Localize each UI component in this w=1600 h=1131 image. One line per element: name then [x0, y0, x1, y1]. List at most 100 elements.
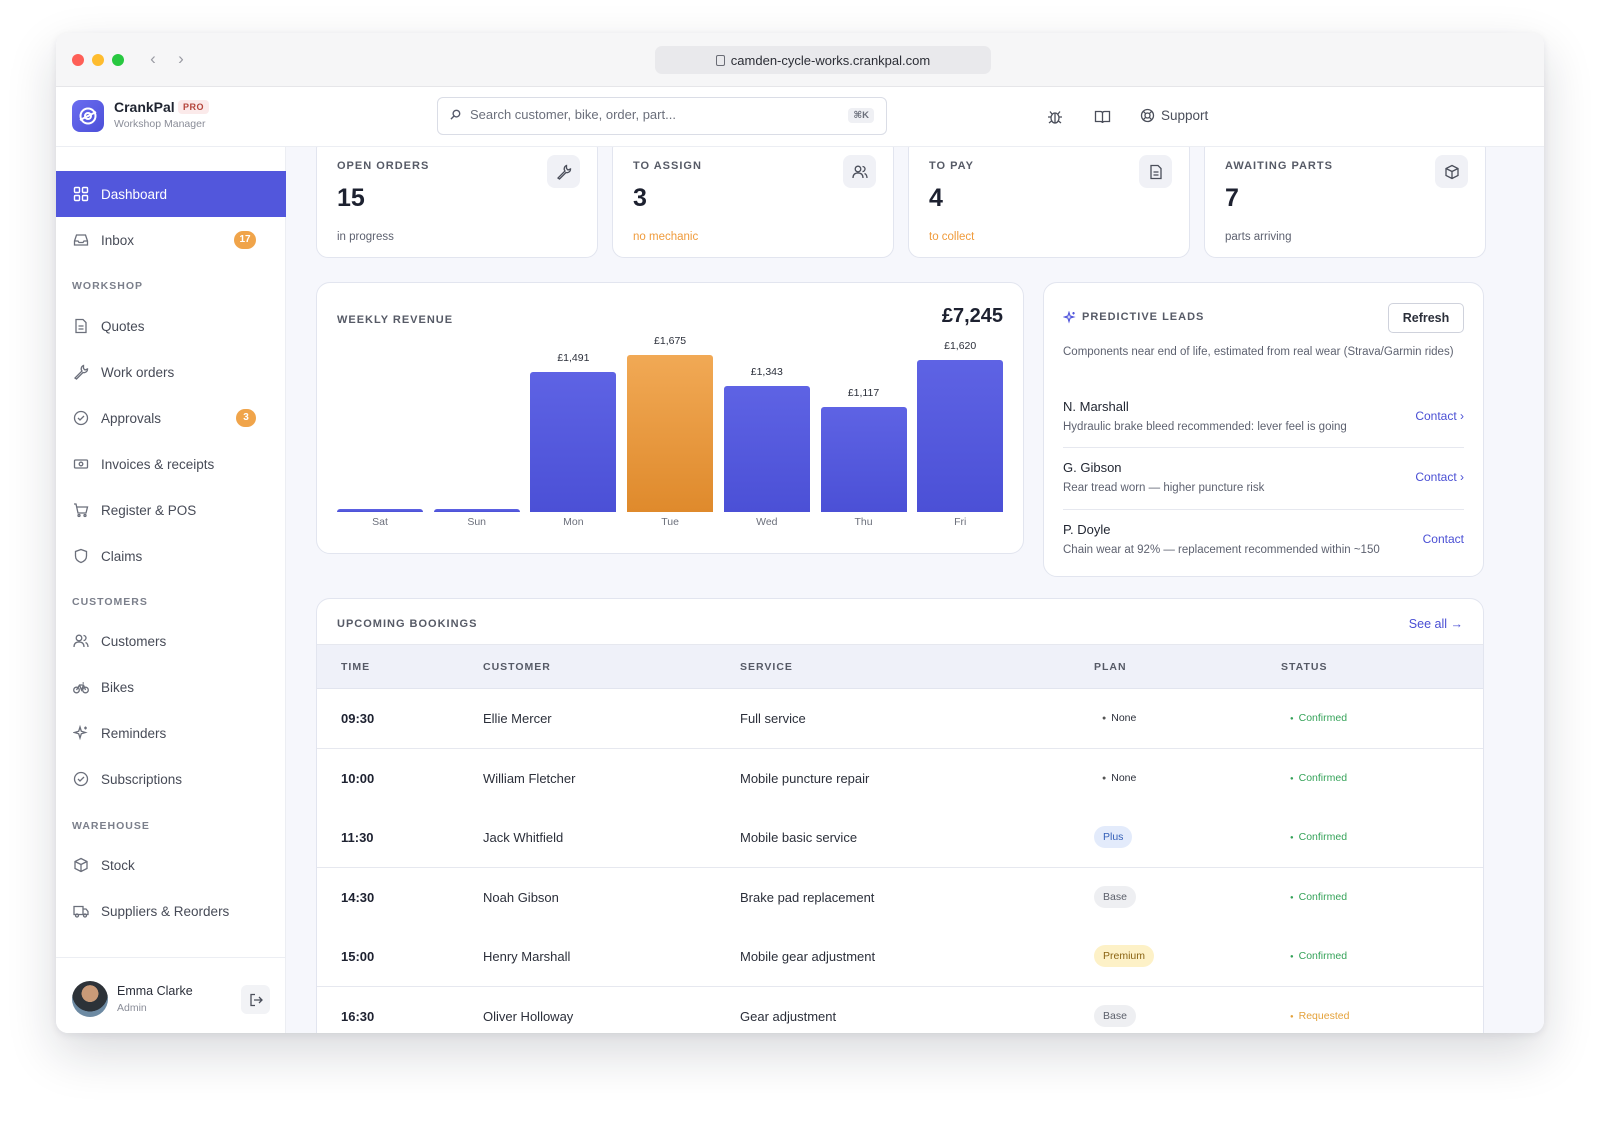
table-row[interactable]: 10:00 William Fletcher Mobile puncture rep…: [317, 748, 1483, 809]
status-badge: Requested: [1290, 1010, 1350, 1022]
banknote-icon: [73, 456, 89, 472]
lead-detail: Rear tread worn — higher puncture risk: [1063, 482, 1265, 494]
table-row[interactable]: 16:30 Oliver Holloway Gear adjustment Base R…: [317, 986, 1483, 1033]
sidebar-item-inbox[interactable]: Inbox 17: [56, 217, 286, 263]
contact-link[interactable]: Contact ›: [1415, 470, 1464, 484]
column-header-service[interactable]: SERVICE: [740, 661, 793, 673]
column-header-time[interactable]: TIME: [341, 661, 371, 673]
sidebar-item-label: Reminders: [101, 725, 167, 741]
sidebar-item-bikes[interactable]: Bikes: [56, 664, 286, 710]
booking-service: Mobile puncture repair: [740, 770, 870, 786]
back-arrow-icon[interactable]: ‹: [150, 49, 156, 68]
support-button[interactable]: Support: [1140, 108, 1208, 123]
upcoming-bookings-card: UPCOMING BOOKINGS See all → TIME CUSTOME…: [316, 598, 1484, 1033]
table-row[interactable]: 14:30 Noah Gibson Brake pad replacement Bas…: [317, 867, 1483, 928]
sidebar-item-label: Customers: [101, 633, 167, 649]
booking-service: Brake pad replacement: [740, 889, 875, 905]
shield-icon: [73, 548, 89, 564]
column-header-plan[interactable]: PLAN: [1094, 661, 1127, 673]
x-tick-label: Sun: [467, 516, 487, 528]
status-badge: Confirmed: [1290, 950, 1347, 962]
booking-customer: Noah Gibson: [483, 889, 559, 905]
sidebar-item-dashboard[interactable]: Dashboard: [56, 171, 286, 217]
global-search[interactable]: ⌘K: [437, 97, 887, 135]
revenue-bar[interactable]: [917, 360, 1004, 512]
sidebar-item-stock[interactable]: Stock: [56, 842, 286, 888]
bug-icon[interactable]: [1047, 109, 1063, 125]
stat-card-to-pay[interactable]: TO PAY 4 to collect: [908, 147, 1190, 258]
stat-card-to-assign[interactable]: TO ASSIGN 3 no mechanic: [612, 147, 894, 258]
url-text: camden-cycle-works.crankpal.com: [730, 52, 931, 68]
section-label-workshop: WORKSHOP: [72, 280, 143, 292]
page-icon: [715, 54, 725, 66]
table-row[interactable]: 11:30 Jack Whitfield Mobile basic service P…: [317, 808, 1483, 868]
sidebar-item-approvals[interactable]: Approvals 3: [56, 395, 286, 441]
divider: [1063, 447, 1464, 448]
sidebar-item-claims[interactable]: Claims: [56, 533, 286, 579]
app-header: CrankPal PRO Workshop Manager ⌘K Support: [56, 87, 1544, 147]
revenue-bar[interactable]: [723, 386, 810, 512]
revenue-bar[interactable]: [433, 509, 520, 512]
stat-card-open-orders[interactable]: OPEN ORDERS 15 in progress: [316, 147, 598, 258]
booking-time: 16:30: [341, 1008, 375, 1024]
stat-card-awaiting-parts[interactable]: AWAITING PARTS 7 parts arriving: [1204, 147, 1486, 258]
sidebar-item-quotes[interactable]: Quotes: [56, 303, 286, 349]
sidebar-item-reminders[interactable]: Reminders: [56, 710, 286, 756]
see-all-link[interactable]: See all →: [1408, 617, 1463, 631]
lead-name: P. Doyle: [1063, 522, 1111, 537]
address-bar[interactable]: camden-cycle-works.crankpal.com: [655, 46, 991, 74]
sidebar-item-register[interactable]: Register & POS: [56, 487, 286, 533]
approvals-count-badge: 3: [236, 409, 256, 427]
contact-link[interactable]: Contact ›: [1415, 409, 1464, 423]
refresh-button[interactable]: Refresh: [1388, 303, 1464, 333]
sidebar-item-customers[interactable]: Customers: [56, 618, 286, 664]
revenue-bar[interactable]: [820, 407, 907, 512]
close-window-button[interactable]: [72, 54, 84, 66]
support-label: Support: [1161, 108, 1209, 123]
wrench-icon: [547, 155, 580, 188]
revenue-bar[interactable]: [530, 372, 617, 512]
forward-arrow-icon[interactable]: ›: [178, 49, 184, 68]
main-content: OPEN ORDERS 15 in progress TO ASSIGN 3 n…: [286, 147, 1544, 1033]
crankpal-logo[interactable]: [72, 100, 104, 132]
sidebar-item-work-orders[interactable]: Work orders: [56, 349, 286, 395]
plan-badge: None: [1102, 772, 1136, 784]
stat-subtext: to collect: [929, 231, 975, 243]
stat-label: AWAITING PARTS: [1225, 160, 1333, 172]
contact-link[interactable]: Contact: [1422, 532, 1464, 546]
sparkle-icon: [73, 725, 89, 741]
table-row[interactable]: 09:30 Ellie Mercer Full service None Confirm…: [317, 689, 1483, 749]
sparkle-icon: [1063, 311, 1076, 324]
column-header-status[interactable]: STATUS: [1281, 661, 1328, 673]
sidebar-item-invoices[interactable]: Invoices & receipts: [56, 441, 286, 487]
search-input[interactable]: [470, 107, 830, 122]
sidebar-item-label: Stock: [101, 857, 135, 873]
book-icon[interactable]: [1094, 109, 1111, 125]
stat-label: TO ASSIGN: [633, 160, 702, 172]
booking-service: Mobile basic service: [740, 830, 858, 845]
lead-item: N. Marshall Hydraulic brake bleed recomm…: [1063, 399, 1464, 461]
stat-value: 15: [337, 184, 365, 212]
section-label-warehouse: WAREHOUSE: [72, 820, 150, 832]
leads-description: Components near end of life, estimated f…: [1063, 346, 1454, 358]
booking-time: 15:00: [341, 949, 375, 964]
column-header-customer[interactable]: CUSTOMER: [483, 661, 551, 673]
revenue-bar[interactable]: [627, 355, 714, 512]
box-icon: [73, 857, 89, 873]
bar-value-label: £1,343: [750, 366, 783, 379]
sidebar-item-suppliers[interactable]: Suppliers & Reorders: [56, 888, 286, 934]
section-label-customers: CUSTOMERS: [72, 596, 148, 608]
minimize-window-button[interactable]: [92, 54, 104, 66]
revenue-bar[interactable]: [337, 509, 423, 512]
stat-value: 7: [1225, 184, 1239, 212]
stat-value: 4: [929, 184, 943, 212]
check-circle-icon: [73, 410, 89, 426]
logout-button[interactable]: [241, 985, 270, 1014]
table-row[interactable]: 15:00 Henry Marshall Mobile gear adjustmen…: [317, 927, 1483, 987]
status-badge: Confirmed: [1290, 772, 1347, 784]
sidebar-item-subscriptions[interactable]: Subscriptions: [56, 756, 286, 802]
inbox-icon: [73, 232, 89, 248]
avatar[interactable]: [72, 981, 108, 1017]
x-tick-label: Wed: [756, 516, 778, 528]
zoom-window-button[interactable]: [112, 54, 124, 66]
